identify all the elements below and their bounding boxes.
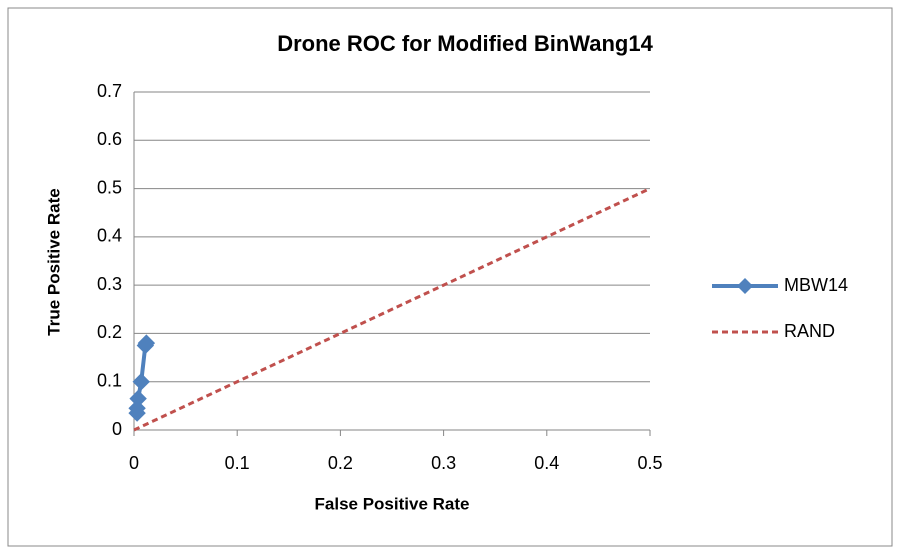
x-tick-label: 0.4 bbox=[534, 453, 559, 473]
y-tick-label: 0.7 bbox=[97, 81, 122, 101]
marker bbox=[137, 334, 156, 352]
y-tick-label: 0 bbox=[112, 419, 122, 439]
legend-label: MBW14 bbox=[784, 275, 848, 295]
chart-title: Drone ROC for Modified BinWang14 bbox=[277, 31, 653, 56]
legend-marker bbox=[737, 278, 753, 294]
marker bbox=[128, 399, 146, 417]
legend-label: RAND bbox=[784, 321, 835, 341]
x-tick-label: 0.2 bbox=[328, 453, 353, 473]
marker bbox=[129, 389, 147, 408]
y-axis-title: True Positive Rate bbox=[44, 188, 63, 335]
y-tick-label: 0.2 bbox=[97, 322, 122, 342]
y-tick-label: 0.1 bbox=[97, 370, 122, 390]
y-tick-label: 0.3 bbox=[97, 274, 122, 294]
x-tick-label: 0 bbox=[129, 453, 139, 473]
x-axis-title: False Positive Rate bbox=[315, 494, 470, 513]
y-tick-label: 0.6 bbox=[97, 129, 122, 149]
chart-border bbox=[7, 7, 893, 547]
marker bbox=[132, 373, 150, 391]
x-tick-label: 0.5 bbox=[637, 453, 662, 473]
x-tick-label: 0.3 bbox=[431, 453, 456, 473]
y-tick-label: 0.4 bbox=[97, 226, 122, 246]
y-tick-label: 0.5 bbox=[97, 177, 122, 197]
x-tick-label: 0.1 bbox=[225, 453, 250, 473]
series-line bbox=[133, 187, 651, 432]
